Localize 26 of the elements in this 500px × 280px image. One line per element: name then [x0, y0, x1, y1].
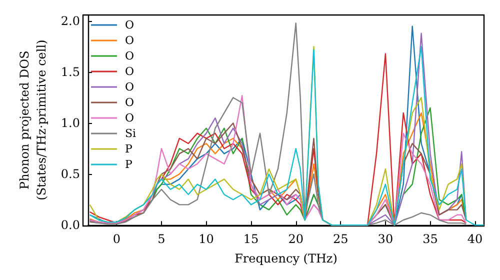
legend-label: O: [125, 50, 134, 62]
legend-label: Si: [125, 127, 137, 140]
y-axis-title: Phonon projected DOS (States/THz·primitive cell): [18, 40, 48, 200]
y-tick-label: 0.5: [60, 167, 80, 182]
x-tick-label: 15: [243, 232, 259, 246]
x-tick-label: 5: [158, 232, 166, 246]
legend-label: O: [125, 80, 134, 94]
legend-label: P: [125, 142, 133, 156]
x-tick-label: 20: [288, 232, 304, 246]
x-tick-label: 10: [198, 232, 214, 246]
x-tick-label: 40: [467, 232, 483, 246]
x-axis-title: Frequency (THz): [234, 252, 338, 266]
y-tick-label: 1.5: [60, 65, 80, 80]
y-tick-label: 0.0: [60, 218, 80, 232]
legend-label: O: [125, 65, 134, 78]
legend-label: O: [125, 34, 134, 47]
x-tick-label: 35: [422, 232, 438, 246]
x-tick-label: 0: [112, 232, 120, 246]
legend-label: O: [125, 96, 134, 109]
legend-label: O: [125, 18, 134, 32]
x-tick-label: 30: [378, 232, 394, 246]
y-tick-label: 2.0: [60, 14, 80, 28]
x-tick-label: 25: [333, 232, 348, 246]
legend-label: P: [125, 158, 133, 171]
y-tick-label: 1.0: [60, 116, 80, 130]
legend-label: O: [125, 112, 134, 124]
